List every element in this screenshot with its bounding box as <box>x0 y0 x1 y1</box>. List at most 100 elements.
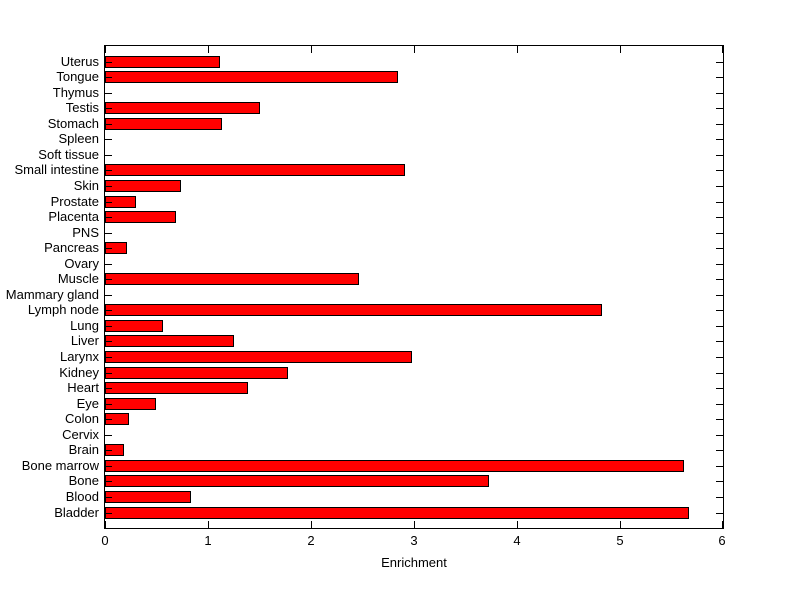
y-tick-left <box>105 496 112 498</box>
y-tick-label: Lung <box>70 317 99 333</box>
y-tick-left <box>105 512 112 514</box>
y-tick-right <box>716 217 723 218</box>
y-tick-left <box>105 248 112 250</box>
y-tick-left <box>105 139 112 141</box>
y-tick-left <box>105 465 112 467</box>
y-tick-label: Bone <box>68 473 99 489</box>
y-tick-left <box>105 481 112 483</box>
y-tick-label: Placenta <box>48 209 99 224</box>
y-tick-right <box>716 325 723 327</box>
x-tick-top <box>620 46 621 53</box>
bar <box>105 382 249 395</box>
y-tick-label: Spleen <box>58 131 99 147</box>
y-tick-left <box>105 310 112 312</box>
y-tick-label: Kidney <box>59 364 99 380</box>
y-tick-right <box>716 419 723 421</box>
y-tick-label: Cervix <box>62 426 99 442</box>
y-tick-left <box>105 403 112 405</box>
y-tick-left <box>105 201 112 203</box>
y-tick-label: Larynx <box>59 349 99 364</box>
y-tick-left <box>105 92 112 94</box>
y-tick-right <box>716 294 723 296</box>
bar <box>105 55 221 68</box>
x-tick-top <box>208 46 209 53</box>
x-tick-label: 0 <box>101 533 109 548</box>
bar <box>105 117 223 130</box>
y-tick-label: Blood <box>65 488 99 504</box>
y-tick-right <box>716 61 723 63</box>
x-tick-top <box>105 46 106 53</box>
bar <box>105 304 602 317</box>
y-tick-right <box>716 481 723 483</box>
bar <box>105 351 412 363</box>
y-tick-right <box>716 123 723 125</box>
x-tick-bottom <box>311 521 312 528</box>
x-axis-title: Enrichment <box>381 555 447 570</box>
y-tick-label: Bone marrow <box>21 457 99 473</box>
y-tick-right <box>716 496 723 498</box>
y-tick-left <box>105 217 112 218</box>
x-tick-label: 5 <box>616 533 624 548</box>
bar <box>105 102 260 115</box>
x-tick-label: 4 <box>513 533 521 548</box>
x-tick-top <box>311 46 312 53</box>
y-tick-left <box>105 154 112 156</box>
x-tick-top <box>722 46 723 53</box>
y-tick-right <box>716 232 723 234</box>
x-tick-bottom <box>208 521 209 528</box>
y-tick-left <box>105 123 112 125</box>
y-tick-left <box>105 263 112 265</box>
bar <box>105 459 684 472</box>
y-tick-right <box>716 154 723 156</box>
y-tick-left <box>105 294 112 296</box>
x-tick-label: 3 <box>410 533 418 548</box>
y-tick-left <box>105 419 112 421</box>
y-tick-right <box>716 465 723 467</box>
x-tick-label: 2 <box>307 533 315 548</box>
bar <box>105 211 177 223</box>
bar <box>105 506 689 519</box>
y-tick-label: Stomach <box>47 115 99 131</box>
y-tick-left <box>105 357 112 358</box>
y-tick-right <box>716 77 723 79</box>
y-tick-right <box>716 248 723 250</box>
bar <box>105 366 289 379</box>
y-tick-right <box>716 403 723 405</box>
y-tick-left <box>105 279 112 281</box>
y-tick-left <box>105 450 112 452</box>
bar <box>105 475 490 488</box>
y-tick-label: Small intestine <box>14 162 99 178</box>
x-tick-label: 1 <box>204 533 212 548</box>
y-tick-left <box>105 61 112 63</box>
y-tick-left <box>105 325 112 327</box>
y-tick-left <box>105 341 112 343</box>
bar <box>105 319 163 332</box>
x-tick-top <box>414 46 415 53</box>
y-tick-right <box>716 357 723 358</box>
y-tick-label: Lymph node <box>27 302 99 318</box>
y-tick-label: Prostate <box>50 193 99 209</box>
x-tick-label: 6 <box>718 533 726 548</box>
bar <box>105 273 360 286</box>
y-tick-label: Brain <box>68 442 99 458</box>
x-tick-bottom <box>414 521 415 528</box>
y-tick-label: Testis <box>65 100 99 116</box>
x-tick-top <box>517 46 518 53</box>
y-tick-label: PNS <box>72 224 99 240</box>
y-tick-right <box>716 201 723 203</box>
y-tick-right <box>716 92 723 94</box>
y-tick-label: Uterus <box>60 53 99 69</box>
x-tick-bottom <box>517 521 518 528</box>
y-tick-right <box>716 108 723 110</box>
y-tick-left <box>105 388 112 390</box>
y-tick-right <box>716 434 723 436</box>
y-tick-label: Eye <box>76 395 99 411</box>
y-tick-label: Thymus <box>52 84 99 100</box>
bar <box>105 490 191 503</box>
y-tick-right <box>716 263 723 265</box>
x-tick-bottom <box>105 521 106 528</box>
y-tick-right <box>716 450 723 452</box>
y-tick-right <box>716 185 723 187</box>
y-tick-label: Heart <box>67 380 99 396</box>
